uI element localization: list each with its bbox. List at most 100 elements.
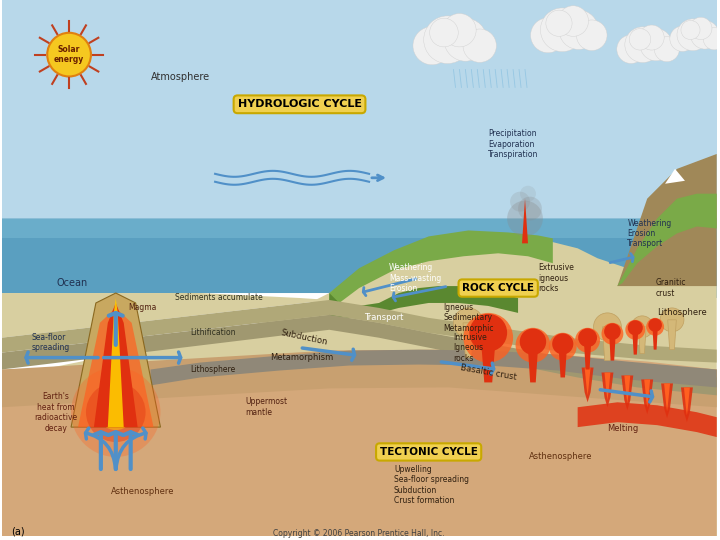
Circle shape — [648, 318, 662, 332]
Polygon shape — [1, 349, 716, 407]
Text: HYDROLOGIC CYCLE: HYDROLOGIC CYCLE — [238, 99, 361, 109]
Circle shape — [86, 382, 145, 442]
Polygon shape — [329, 286, 518, 318]
Circle shape — [639, 25, 664, 50]
Circle shape — [593, 313, 621, 341]
Circle shape — [601, 323, 624, 345]
Text: Earth's
heat from
radioactive
decay: Earth's heat from radioactive decay — [35, 393, 78, 433]
Circle shape — [575, 328, 600, 353]
Circle shape — [654, 37, 680, 62]
Text: Extrusive
igneous
rocks: Extrusive igneous rocks — [538, 263, 574, 293]
Polygon shape — [94, 303, 138, 427]
Circle shape — [507, 201, 543, 237]
Text: Precipitation
Evaporation
Transpiration: Precipitation Evaporation Transpiration — [488, 129, 539, 159]
Text: Metamorphism: Metamorphism — [270, 353, 333, 362]
Circle shape — [520, 186, 536, 201]
Circle shape — [48, 33, 91, 77]
Circle shape — [531, 18, 565, 53]
Text: Melting: Melting — [608, 424, 639, 433]
Polygon shape — [1, 293, 329, 338]
Text: Upwelling
Sea-floor spreading
Subduction
Crust formation: Upwelling Sea-floor spreading Subduction… — [394, 465, 469, 505]
Circle shape — [690, 21, 719, 49]
Circle shape — [690, 17, 712, 39]
Circle shape — [98, 394, 134, 430]
Text: (a): (a) — [12, 526, 25, 536]
Circle shape — [423, 16, 472, 64]
Polygon shape — [665, 169, 685, 184]
Circle shape — [703, 28, 720, 50]
Text: Solar
energy: Solar energy — [54, 45, 84, 64]
Polygon shape — [577, 402, 716, 437]
Text: Magma: Magma — [129, 303, 157, 312]
Circle shape — [640, 29, 672, 61]
Polygon shape — [617, 154, 716, 286]
Circle shape — [463, 29, 496, 63]
Polygon shape — [1, 219, 716, 238]
Polygon shape — [632, 330, 638, 355]
Polygon shape — [605, 373, 611, 400]
Circle shape — [681, 21, 700, 39]
Circle shape — [430, 18, 458, 47]
Text: Basaltic crust: Basaltic crust — [459, 363, 517, 382]
Polygon shape — [609, 334, 616, 361]
Polygon shape — [601, 373, 613, 407]
Circle shape — [629, 29, 651, 50]
Polygon shape — [644, 380, 650, 407]
Circle shape — [546, 10, 572, 36]
Circle shape — [578, 328, 597, 347]
Text: Atmosphere: Atmosphere — [150, 71, 210, 82]
Polygon shape — [1, 300, 716, 362]
Circle shape — [443, 14, 476, 47]
Polygon shape — [585, 368, 590, 395]
Circle shape — [518, 197, 542, 220]
Polygon shape — [522, 199, 528, 244]
Polygon shape — [108, 298, 124, 427]
Polygon shape — [664, 383, 670, 411]
Polygon shape — [71, 293, 161, 427]
Circle shape — [541, 8, 584, 52]
Circle shape — [520, 328, 546, 355]
Polygon shape — [559, 347, 567, 377]
Circle shape — [516, 328, 550, 362]
Circle shape — [510, 192, 530, 212]
Circle shape — [670, 26, 696, 51]
Polygon shape — [1, 315, 716, 395]
Polygon shape — [584, 340, 591, 369]
Circle shape — [631, 316, 653, 338]
Polygon shape — [621, 375, 634, 410]
Text: Intrusive
Igneous
rocks: Intrusive Igneous rocks — [454, 333, 487, 362]
Polygon shape — [652, 327, 658, 349]
Polygon shape — [78, 308, 153, 427]
Text: Subduction: Subduction — [280, 328, 328, 347]
Text: ROCK CYCLE: ROCK CYCLE — [462, 283, 534, 293]
Circle shape — [604, 323, 621, 340]
Polygon shape — [481, 338, 495, 382]
Text: Weathering
Mass-wasting
Erosion: Weathering Mass-wasting Erosion — [389, 263, 441, 293]
Polygon shape — [617, 194, 716, 286]
Polygon shape — [329, 231, 553, 303]
Polygon shape — [1, 349, 716, 536]
Text: Sea-floor
spreading: Sea-floor spreading — [32, 333, 70, 352]
Circle shape — [71, 368, 161, 457]
Text: Asthenosphere: Asthenosphere — [529, 452, 593, 461]
Text: TECTONIC CYCLE: TECTONIC CYCLE — [379, 447, 477, 457]
Polygon shape — [582, 368, 593, 402]
Text: Asthenosphere: Asthenosphere — [111, 487, 174, 496]
Polygon shape — [150, 349, 716, 387]
Text: Lithosphere: Lithosphere — [657, 308, 707, 317]
Text: Ocean: Ocean — [56, 278, 87, 288]
Circle shape — [413, 26, 451, 65]
Polygon shape — [681, 387, 693, 422]
Circle shape — [660, 308, 684, 332]
Text: Sediments accumulate: Sediments accumulate — [176, 293, 263, 302]
Polygon shape — [667, 320, 676, 349]
Circle shape — [628, 320, 643, 335]
Circle shape — [626, 320, 645, 340]
Polygon shape — [1, 233, 716, 536]
Circle shape — [454, 308, 483, 338]
Polygon shape — [463, 323, 474, 357]
Circle shape — [625, 27, 660, 63]
Text: Lithification: Lithification — [190, 328, 235, 337]
Polygon shape — [661, 383, 673, 418]
Circle shape — [677, 19, 708, 51]
